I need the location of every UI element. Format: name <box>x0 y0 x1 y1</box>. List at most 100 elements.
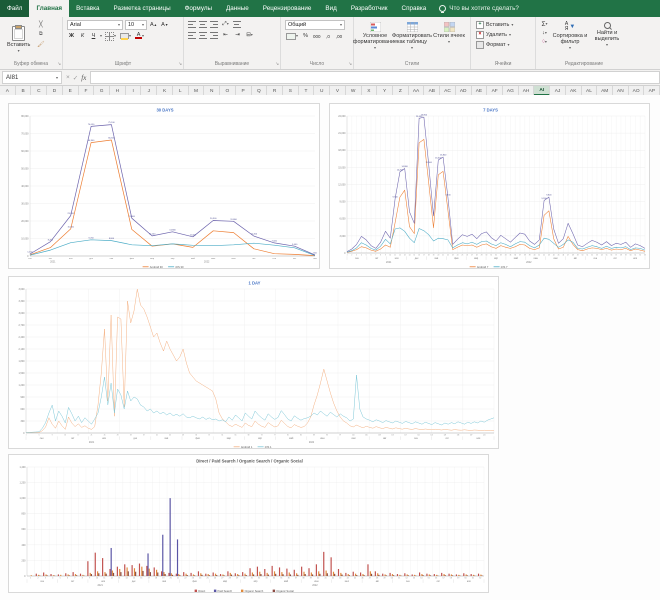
dialog-launcher-icon[interactable]: ↘ <box>348 61 352 66</box>
column-header-J[interactable]: J <box>141 86 158 96</box>
tab-page-layout[interactable]: Разметка страницы <box>113 5 171 12</box>
column-header-Y[interactable]: Y <box>377 86 393 96</box>
column-header-AE[interactable]: AE <box>472 86 488 96</box>
column-header-L[interactable]: L <box>173 86 189 96</box>
bold-button[interactable]: Ж <box>69 33 74 39</box>
wrap-text-icon[interactable] <box>233 20 241 28</box>
column-header-C[interactable]: C <box>31 86 48 96</box>
cell-styles-button[interactable]: Стили ячеек ▾ <box>432 20 466 58</box>
tab-formulas[interactable]: Формулы <box>184 5 213 12</box>
paste-button[interactable]: Вставить ▾ <box>4 20 33 58</box>
tab-home[interactable]: Главная <box>29 0 70 17</box>
column-header-AA[interactable]: AA <box>409 86 425 96</box>
tell-me-search[interactable]: Что вы хотите сделать? <box>433 0 525 17</box>
column-header-Z[interactable]: Z <box>393 86 409 96</box>
underline-button[interactable]: Ч <box>91 33 96 39</box>
column-header-Q[interactable]: Q <box>252 86 268 96</box>
column-header-AH[interactable]: AH <box>519 86 535 96</box>
chart-30-days[interactable]: 30 DAYS 0 10,000 20,000 30,000 40,000 50,000 60… <box>8 103 320 269</box>
orientation-button[interactable]: ⤢ ▾ <box>222 20 229 27</box>
align-left-icon[interactable] <box>188 31 196 39</box>
find-select-button[interactable]: Найти и выделить ▾ <box>591 20 623 58</box>
decrease-indent-icon[interactable]: ⇤ <box>223 32 228 38</box>
align-top-icon[interactable] <box>188 20 196 28</box>
accounting-format-button[interactable]: ▾ <box>285 32 299 40</box>
merge-center-button[interactable]: ⊟ ▾ <box>246 32 253 38</box>
italic-button[interactable]: К <box>80 33 85 39</box>
column-header-T[interactable]: T <box>299 86 315 96</box>
font-color-button[interactable]: А ▾ <box>135 31 145 40</box>
dialog-launcher-icon[interactable]: ↘ <box>57 61 61 66</box>
column-header-AC[interactable]: AC <box>440 86 456 96</box>
tab-insert[interactable]: Вставка <box>76 5 100 12</box>
chart-7-days[interactable]: 7 DAYS 0 3,000 6,000 9,000 12,000 15,000 18,000… <box>329 103 650 269</box>
shrink-font-button[interactable]: A ▼ <box>161 22 169 28</box>
align-bottom-icon[interactable] <box>210 20 218 28</box>
format-cells-button[interactable]: Формат ▾ <box>475 40 531 49</box>
delete-cells-button[interactable]: × Удалить ▾ <box>475 30 531 39</box>
comma-style-button[interactable]: 000 <box>313 33 321 39</box>
format-as-table-button[interactable]: Форматировать как таблицу ▾ <box>392 20 432 58</box>
sort-filter-button[interactable]: А Я ▼ Сортировка и фильтр ▾ <box>552 20 588 58</box>
column-header-AN[interactable]: AN <box>613 86 629 96</box>
column-header-R[interactable]: R <box>267 86 283 96</box>
column-header-V[interactable]: V <box>330 86 346 96</box>
column-header-AB[interactable]: AB <box>424 86 441 96</box>
format-painter-icon[interactable]: 🖌 <box>37 41 45 48</box>
cancel-icon[interactable]: × <box>66 74 70 81</box>
chart-1-day[interactable]: 1 DAY 0 300 600 900 1,200 1,500 1,800 2,100 2,400… <box>8 276 499 449</box>
fill-button[interactable]: ↓ ▾ <box>542 30 547 36</box>
tab-review[interactable]: Рецензирование <box>262 5 312 12</box>
column-header-AF[interactable]: AF <box>487 86 503 96</box>
insert-cells-button[interactable]: + Вставить ▾ <box>475 20 531 29</box>
percent-style-button[interactable]: % <box>303 33 308 39</box>
column-header-K[interactable]: K <box>157 86 173 96</box>
column-header-D[interactable]: D <box>47 86 63 96</box>
column-header-AL[interactable]: AL <box>582 86 598 96</box>
fill-color-button[interactable]: ▾ <box>119 32 132 40</box>
column-header-I[interactable]: I <box>126 86 142 96</box>
column-header-AK[interactable]: AK <box>566 86 582 96</box>
enter-icon[interactable]: ✓ <box>72 74 79 82</box>
name-box[interactable]: AI81 ▾ <box>2 71 62 84</box>
column-header-X[interactable]: X <box>362 86 378 96</box>
tab-developer[interactable]: Разработчик <box>350 5 388 12</box>
clear-button[interactable]: ◊ ▾ <box>542 39 547 45</box>
column-header-AD[interactable]: AD <box>456 86 472 96</box>
column-header-AG[interactable]: AG <box>503 86 519 96</box>
conditional-formatting-button[interactable]: Условное форматирование ▾ <box>353 20 397 58</box>
font-size-select[interactable]: 10 ▾ <box>125 20 147 30</box>
column-header-N[interactable]: N <box>204 86 221 96</box>
column-header-A[interactable]: A <box>0 86 16 96</box>
align-middle-icon[interactable] <box>199 20 207 28</box>
tab-file[interactable]: Файл <box>0 0 30 17</box>
column-header-S[interactable]: S <box>283 86 299 96</box>
align-center-icon[interactable] <box>199 31 207 39</box>
increase-indent-icon[interactable]: ⇥ <box>235 32 240 38</box>
copy-icon[interactable]: ⧉ <box>39 31 43 37</box>
tab-help[interactable]: Справка <box>401 5 427 12</box>
font-family-select[interactable]: Arial ▾ <box>67 20 123 30</box>
column-header-P[interactable]: P <box>236 86 252 96</box>
column-header-U[interactable]: U <box>314 86 331 96</box>
autosum-button[interactable]: Σ ▾ <box>541 20 548 28</box>
column-header-B[interactable]: B <box>16 86 32 96</box>
column-header-F[interactable]: F <box>79 86 95 96</box>
insert-function-icon[interactable]: fx <box>81 73 87 82</box>
column-header-O[interactable]: O <box>220 86 236 96</box>
number-format-select[interactable]: Общий ▾ <box>285 20 345 30</box>
borders-button[interactable]: ▾ <box>104 31 117 41</box>
column-header-H[interactable]: H <box>110 86 126 96</box>
chart-channels[interactable]: Direct / Paid Search / Organic Search / … <box>8 454 489 593</box>
worksheet[interactable]: 30 DAYS 0 10,000 20,000 30,000 40,000 50,000 60… <box>0 95 660 600</box>
column-header-E[interactable]: E <box>63 86 79 96</box>
column-header-W[interactable]: W <box>346 86 362 96</box>
tab-view[interactable]: Вид <box>325 5 337 12</box>
align-right-icon[interactable] <box>210 31 218 39</box>
dialog-launcher-icon[interactable]: ↘ <box>178 61 182 66</box>
cut-icon[interactable]: ╳ <box>39 21 43 28</box>
column-header-AO[interactable]: AO <box>629 86 645 96</box>
grow-font-button[interactable]: A ▲ <box>150 22 158 28</box>
column-header-G[interactable]: G <box>94 86 111 96</box>
column-header-AJ[interactable]: AJ <box>550 86 566 96</box>
